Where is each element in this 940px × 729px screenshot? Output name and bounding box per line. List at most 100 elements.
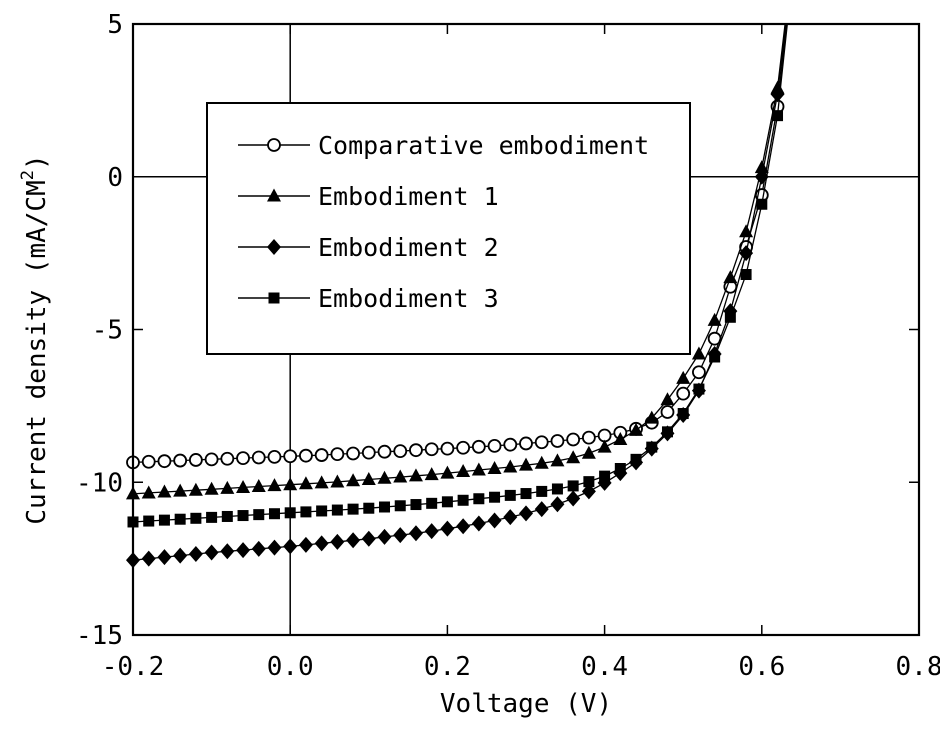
data-point <box>471 439 486 454</box>
data-point <box>143 515 155 527</box>
series-layer <box>126 23 788 569</box>
data-point <box>267 478 282 492</box>
x-tick-label: 0.4 <box>581 652 628 682</box>
legend-label: Comparative embodiment <box>318 131 649 160</box>
data-point <box>220 480 235 494</box>
data-point <box>424 523 439 540</box>
data-point <box>157 549 172 566</box>
data-point <box>188 453 203 467</box>
data-point <box>236 451 250 466</box>
y-tick-label: 0 <box>107 163 123 193</box>
data-point <box>173 547 188 564</box>
data-point <box>157 454 172 469</box>
data-point <box>519 436 533 451</box>
data-point <box>566 432 581 447</box>
data-point <box>754 160 769 174</box>
y-axis-title-close: ) <box>22 154 52 170</box>
data-point <box>756 198 768 210</box>
data-point <box>298 536 313 553</box>
y-tick-label: -5 <box>92 316 123 346</box>
legend-item-embodiment-2: Embodiment 2 <box>238 233 499 262</box>
data-point <box>550 453 565 467</box>
data-point <box>174 513 186 525</box>
data-point <box>503 459 518 473</box>
legend: Comparative embodiment Embodiment 1 Embodi… <box>206 102 691 355</box>
data-point <box>158 514 170 526</box>
data-point <box>614 463 626 475</box>
data-point <box>346 446 360 461</box>
data-point <box>377 444 392 459</box>
data-point <box>581 483 596 500</box>
data-point <box>772 110 784 122</box>
data-point <box>314 475 329 489</box>
data-point <box>283 449 298 464</box>
x-tick-label: 0.8 <box>896 652 940 682</box>
data-point <box>487 438 502 453</box>
data-point <box>691 346 706 360</box>
legend-item-embodiment-3: Embodiment 3 <box>238 284 499 313</box>
data-point <box>251 450 266 465</box>
data-point <box>550 496 565 513</box>
data-point <box>520 488 532 500</box>
data-point <box>692 365 706 380</box>
data-point <box>300 506 312 518</box>
data-point <box>377 528 392 545</box>
data-point <box>410 499 422 511</box>
data-point <box>613 431 628 445</box>
data-point <box>221 510 233 522</box>
series-embodiment-1 <box>126 23 786 500</box>
data-point <box>660 405 675 419</box>
data-point <box>440 465 455 479</box>
data-point <box>283 477 298 491</box>
data-point <box>456 518 471 535</box>
data-point <box>394 500 406 512</box>
legend-item-comparative-embodiment: Comparative embodiment <box>238 131 649 160</box>
data-point <box>173 483 188 497</box>
data-point <box>314 535 329 552</box>
data-point <box>236 479 251 493</box>
data-point <box>188 482 203 496</box>
data-point <box>566 450 581 464</box>
data-point <box>471 515 486 532</box>
data-point <box>298 476 313 490</box>
data-point <box>550 434 565 448</box>
x-tick-label: 0.2 <box>424 652 471 682</box>
data-point <box>441 496 453 508</box>
legend-label: Embodiment 1 <box>318 182 499 211</box>
data-point <box>204 452 219 467</box>
data-point <box>566 490 581 507</box>
data-point <box>346 532 361 549</box>
data-point <box>457 494 469 506</box>
data-point <box>409 443 423 458</box>
data-point <box>283 538 298 555</box>
data-point <box>316 505 328 517</box>
data-point <box>723 270 738 284</box>
data-point <box>440 520 455 537</box>
y-axis-title-main: Current density (mA/CM <box>22 180 52 524</box>
data-point <box>204 481 219 495</box>
data-point <box>646 441 658 453</box>
data-point <box>770 86 785 103</box>
data-point <box>424 442 439 457</box>
y-tick-label: 5 <box>107 10 123 40</box>
data-point <box>519 505 533 522</box>
data-point <box>220 543 235 560</box>
legend-marker <box>267 188 281 202</box>
data-point <box>551 483 563 495</box>
series-embodiment-3 <box>127 23 788 528</box>
data-point <box>204 544 219 561</box>
data-point <box>503 509 518 526</box>
data-point <box>361 472 376 486</box>
data-point <box>141 454 156 469</box>
data-point <box>236 542 251 559</box>
data-point <box>141 485 156 499</box>
data-point <box>188 546 203 563</box>
legend-marker <box>268 292 280 304</box>
data-point <box>676 370 691 384</box>
data-point <box>267 449 282 464</box>
data-point <box>331 504 343 516</box>
data-point <box>157 484 172 498</box>
data-point <box>206 511 218 523</box>
data-point <box>379 501 391 513</box>
